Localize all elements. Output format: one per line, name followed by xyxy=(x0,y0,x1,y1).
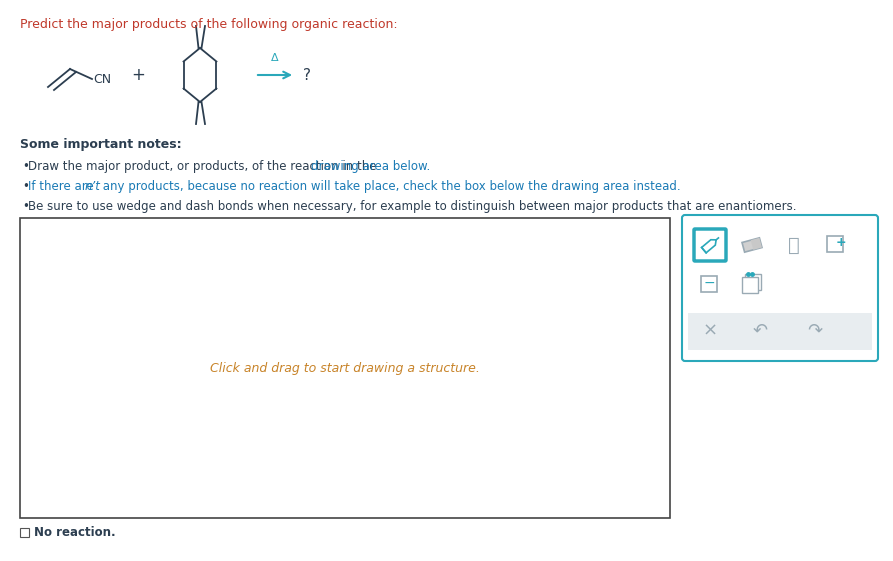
Text: ✋: ✋ xyxy=(789,236,800,255)
Bar xyxy=(745,274,761,290)
Text: ↷: ↷ xyxy=(807,322,822,340)
Text: −: − xyxy=(703,276,714,290)
Bar xyxy=(688,313,872,350)
Text: +: + xyxy=(131,66,145,84)
FancyBboxPatch shape xyxy=(694,229,726,261)
Text: Draw the major product, or products, of the reaction in the: Draw the major product, or products, of … xyxy=(28,160,380,173)
Bar xyxy=(742,277,758,293)
Text: any products, because no reaction will take place, check the box below the drawi: any products, because no reaction will t… xyxy=(99,180,680,193)
Text: ?: ? xyxy=(303,67,311,82)
Text: Predict the major products of the following organic reaction:: Predict the major products of the follow… xyxy=(20,18,397,31)
Text: If there are: If there are xyxy=(28,180,94,193)
Text: +: + xyxy=(836,236,847,249)
Text: Some important notes:: Some important notes: xyxy=(20,138,181,151)
Text: drawing area below.: drawing area below. xyxy=(311,160,430,173)
Text: •: • xyxy=(22,200,29,213)
Text: CN: CN xyxy=(93,72,111,85)
Text: •: • xyxy=(22,180,29,193)
Polygon shape xyxy=(751,238,762,250)
Bar xyxy=(20,218,670,518)
Text: Δ: Δ xyxy=(271,53,279,63)
Text: ×: × xyxy=(703,322,718,340)
Polygon shape xyxy=(702,240,716,253)
Text: n’t: n’t xyxy=(85,180,101,193)
Bar xyxy=(20,528,29,537)
Polygon shape xyxy=(742,238,762,252)
Text: ↶: ↶ xyxy=(753,322,768,340)
FancyBboxPatch shape xyxy=(682,215,878,361)
Bar xyxy=(701,276,717,292)
Bar xyxy=(827,236,843,252)
Text: Be sure to use wedge and dash bonds when necessary, for example to distinguish b: Be sure to use wedge and dash bonds when… xyxy=(28,200,797,213)
Text: No reaction.: No reaction. xyxy=(34,526,115,539)
Text: •: • xyxy=(22,160,29,173)
Text: Click and drag to start drawing a structure.: Click and drag to start drawing a struct… xyxy=(210,361,480,375)
